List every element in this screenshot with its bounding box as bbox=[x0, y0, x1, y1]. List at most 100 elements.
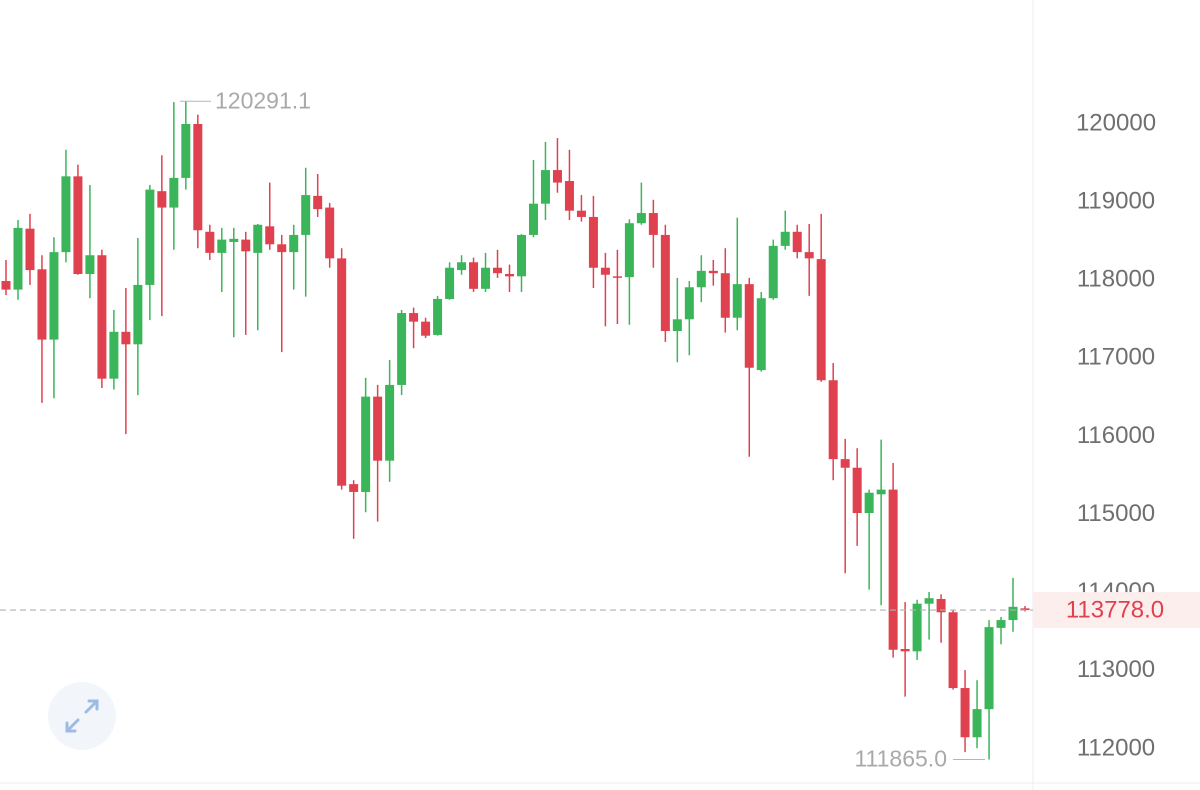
candle-body bbox=[768, 245, 778, 299]
candle-body bbox=[696, 270, 706, 288]
candle-body bbox=[564, 181, 574, 211]
candle-body bbox=[49, 252, 59, 340]
candle-body bbox=[361, 396, 371, 492]
y-tick-label: 116000 bbox=[1077, 422, 1155, 449]
candle-body bbox=[852, 467, 862, 514]
candle-body bbox=[756, 298, 766, 371]
current-price-box bbox=[1033, 592, 1200, 629]
candle-body bbox=[169, 177, 179, 208]
candle-body bbox=[157, 191, 167, 208]
candle-body bbox=[528, 203, 538, 235]
candle-body bbox=[576, 210, 586, 217]
candle-body bbox=[313, 195, 323, 210]
y-tick-label: 112000 bbox=[1077, 734, 1155, 761]
candle-body bbox=[996, 620, 1006, 628]
candle-body bbox=[792, 231, 802, 253]
candle-body bbox=[708, 270, 718, 274]
candle-body bbox=[516, 234, 526, 277]
candle-body bbox=[25, 228, 35, 271]
candle-body bbox=[612, 276, 622, 278]
candle-body bbox=[445, 267, 455, 299]
candle-body bbox=[1008, 606, 1018, 621]
candle-body bbox=[588, 216, 598, 268]
candle-body bbox=[648, 213, 658, 235]
candle-body bbox=[433, 298, 443, 335]
candle-body bbox=[1, 281, 11, 290]
candle-body bbox=[181, 123, 191, 178]
candle-body bbox=[73, 176, 83, 274]
candle-body bbox=[265, 226, 275, 245]
expand-button-bg[interactable] bbox=[48, 682, 116, 750]
low-marker-label: 111865.0 bbox=[854, 746, 947, 772]
candle-body bbox=[337, 258, 347, 486]
candle-body bbox=[816, 259, 826, 381]
candle-body bbox=[229, 238, 239, 242]
current-price-label: 113778.0 bbox=[1066, 596, 1164, 623]
candle-body bbox=[409, 313, 419, 322]
candle-body bbox=[85, 255, 95, 274]
candle-body bbox=[505, 273, 515, 277]
candle-body bbox=[960, 688, 970, 738]
candle-body bbox=[421, 321, 431, 336]
candle-body bbox=[732, 284, 742, 318]
candle-body bbox=[924, 598, 934, 604]
candle-body bbox=[193, 123, 203, 231]
candle-body bbox=[804, 252, 814, 259]
candle-body bbox=[109, 331, 119, 379]
candle-body bbox=[624, 223, 634, 278]
candle-body bbox=[349, 484, 359, 492]
candle-body bbox=[133, 284, 143, 345]
candle-body bbox=[828, 380, 838, 460]
candle-body bbox=[1020, 608, 1030, 611]
candle-body bbox=[948, 612, 958, 689]
candle-body bbox=[912, 603, 922, 652]
candle-body bbox=[397, 313, 407, 385]
expand-icon bbox=[65, 699, 99, 733]
candle-body bbox=[936, 598, 946, 613]
candle-body bbox=[552, 170, 562, 183]
y-tick-label: 120000 bbox=[1076, 109, 1156, 136]
candle-body bbox=[385, 384, 395, 461]
candle-body bbox=[121, 331, 131, 345]
candle-body bbox=[301, 195, 311, 235]
candle-body bbox=[457, 262, 467, 271]
candle-body bbox=[600, 267, 610, 275]
candle-body bbox=[540, 170, 550, 204]
candle-body bbox=[97, 255, 107, 379]
candle-body bbox=[277, 244, 287, 253]
candle-body bbox=[205, 231, 215, 253]
candle-body bbox=[217, 239, 227, 253]
candle-body bbox=[780, 231, 790, 246]
candle-body bbox=[636, 213, 646, 224]
high-marker-label: 120291.1 bbox=[215, 87, 311, 113]
candle-body bbox=[720, 273, 730, 318]
candle-body bbox=[13, 227, 23, 290]
candle-body bbox=[984, 627, 994, 710]
candle-body bbox=[253, 224, 263, 253]
y-tick-label: 118000 bbox=[1077, 266, 1155, 293]
candle-body bbox=[373, 396, 383, 461]
y-tick-label: 115000 bbox=[1077, 500, 1155, 527]
candle-body bbox=[481, 267, 491, 289]
candle-body bbox=[684, 287, 694, 320]
candle-body bbox=[469, 262, 479, 289]
expand-button[interactable] bbox=[48, 682, 116, 750]
y-tick-label: 119000 bbox=[1077, 187, 1155, 214]
candle-body bbox=[840, 459, 850, 468]
candle-body bbox=[900, 648, 910, 652]
candle-body bbox=[864, 492, 874, 514]
candle-body bbox=[660, 234, 670, 332]
y-tick-label: 117000 bbox=[1077, 344, 1155, 371]
candle-body bbox=[493, 267, 503, 274]
candle-body bbox=[241, 239, 251, 252]
candle-body bbox=[972, 709, 982, 738]
candle-body bbox=[672, 319, 682, 332]
y-tick-label: 113000 bbox=[1077, 656, 1155, 683]
candle-body bbox=[744, 284, 754, 368]
candle-body bbox=[37, 269, 47, 340]
candle-body bbox=[61, 176, 71, 253]
candle-body bbox=[888, 489, 898, 650]
candle-body bbox=[876, 489, 886, 495]
